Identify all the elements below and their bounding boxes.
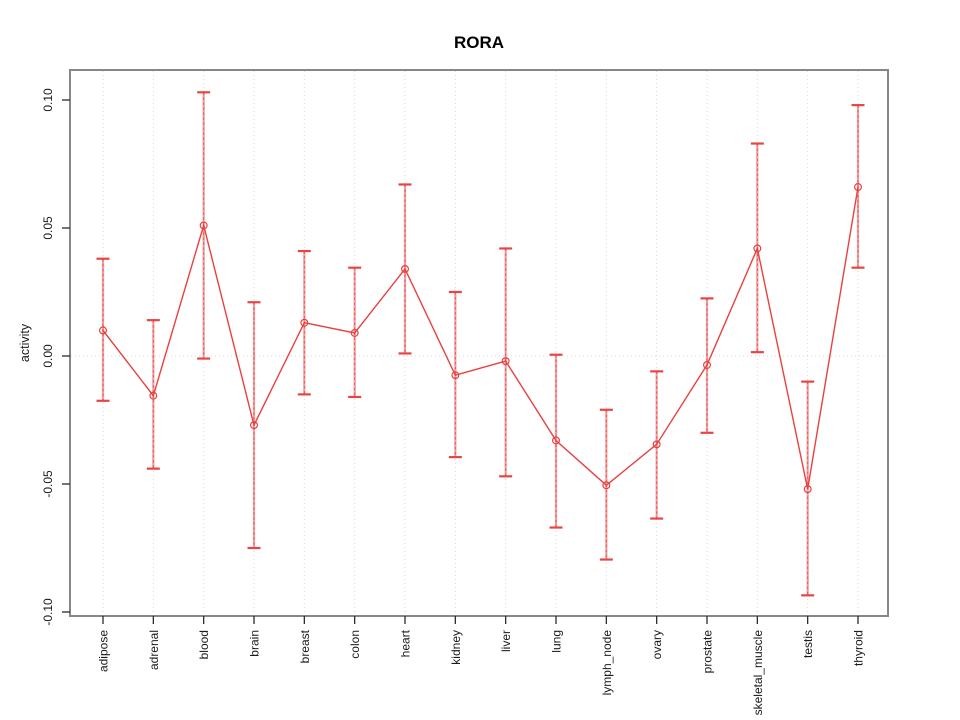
x-tick-label: testis xyxy=(801,630,815,658)
x-tick-label: heart xyxy=(399,629,413,657)
data-point-lymph_node xyxy=(602,481,611,490)
x-tick-label: blood xyxy=(197,630,211,659)
data-point-breast xyxy=(300,318,309,327)
data-point-skeletal_muscle xyxy=(753,244,762,253)
x-tick-label: skeletal_muscle xyxy=(751,630,765,716)
x-tick-label: thyroid xyxy=(852,630,866,666)
data-point-prostate xyxy=(702,360,711,369)
data-point-testis xyxy=(803,485,812,494)
x-tick-label: lymph_node xyxy=(600,630,614,696)
y-tick-label: -0.10 xyxy=(41,598,55,626)
data-point-brain xyxy=(250,421,259,430)
y-tick-label: 0.10 xyxy=(41,88,55,112)
x-tick-label: kidney xyxy=(449,630,463,665)
plot-box xyxy=(69,69,889,617)
x-tick-label: ovary xyxy=(650,630,664,659)
data-point-thyroid xyxy=(853,183,862,192)
data-point-lung xyxy=(551,436,560,445)
series-line xyxy=(102,186,859,490)
data-point-adipose xyxy=(98,326,107,335)
x-tick-label: brain xyxy=(248,630,262,657)
chart-title: RORA xyxy=(453,33,505,52)
x-tick-label: prostate xyxy=(701,630,715,674)
x-tick-label: liver xyxy=(499,630,513,652)
data-point-liver xyxy=(501,357,510,366)
data-point-blood xyxy=(199,221,208,230)
data-point-heart xyxy=(401,264,410,273)
x-tick-label: breast xyxy=(298,629,312,663)
x-tick-label: colon xyxy=(348,630,362,659)
y-tick-label: 0.05 xyxy=(41,216,55,240)
x-tick-label: lung xyxy=(550,630,564,653)
data-point-adrenal xyxy=(149,391,158,400)
data-point-kidney xyxy=(451,371,460,380)
y-tick-label: 0.00 xyxy=(41,344,55,368)
y-tick-label: -0.05 xyxy=(41,470,55,498)
x-tick-label: adrenal xyxy=(147,630,161,670)
x-tick-label: adipose xyxy=(97,630,111,672)
data-point-ovary xyxy=(652,440,661,449)
data-point-colon xyxy=(350,328,359,337)
